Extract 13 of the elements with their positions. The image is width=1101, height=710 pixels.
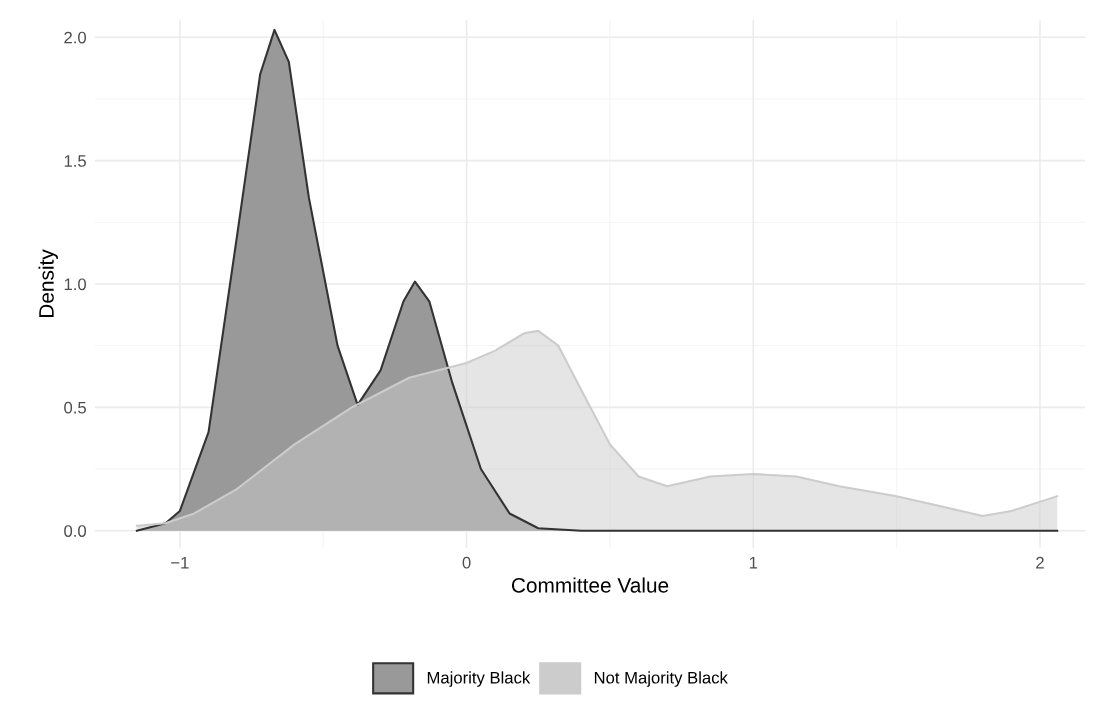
x-tick-label: 1 <box>749 556 758 569</box>
x-axis-title: Committee Value <box>511 577 669 593</box>
x-tick-label: 2 <box>1036 556 1044 569</box>
legend-label: Not Majority Black <box>594 671 728 687</box>
y-axis-title: Density <box>38 249 58 318</box>
y-tick-label: 2.0 <box>64 31 87 44</box>
y-tick-label: 0.5 <box>64 401 86 414</box>
y-tick-label: 1.0 <box>64 278 87 291</box>
x-tick-label: −1 <box>171 556 189 569</box>
x-tick-label: 0 <box>462 556 471 569</box>
legend-label: Majority Black <box>427 671 531 687</box>
y-tick-label: 0.0 <box>64 525 87 537</box>
y-tick-label: 1.5 <box>64 155 86 167</box>
